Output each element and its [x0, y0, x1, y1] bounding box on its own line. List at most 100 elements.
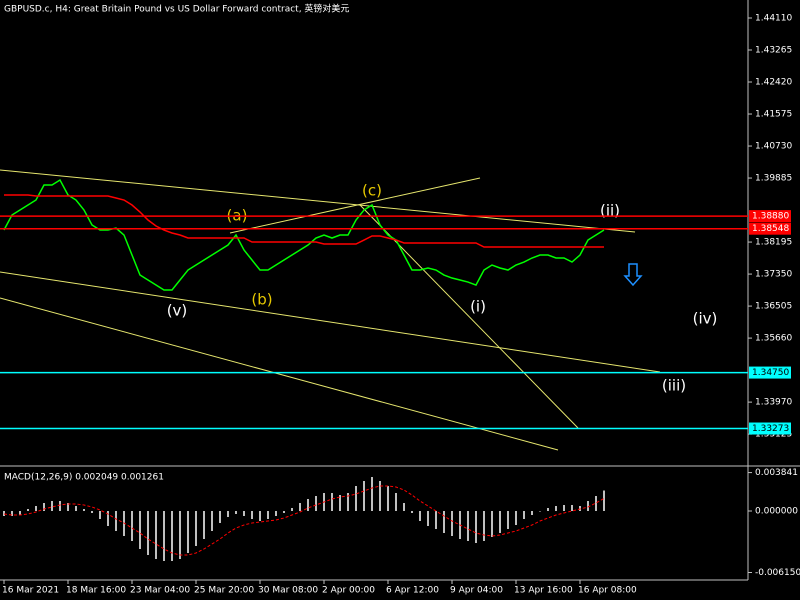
histogram-bar [27, 509, 29, 511]
histogram-bar [243, 511, 245, 516]
histogram-bar [259, 511, 261, 521]
histogram-bar [467, 511, 469, 541]
y-tick-label: 1.44110 [755, 13, 792, 23]
histogram-bar [3, 511, 5, 516]
histogram-bar [395, 493, 397, 511]
histogram-bar [291, 508, 293, 511]
histogram-bar [339, 495, 341, 511]
histogram-bar [67, 503, 69, 511]
histogram-bar [547, 508, 549, 511]
y-tick-label: 1.43265 [755, 46, 792, 56]
x-tick-label: 16 Apr 08:00 [578, 586, 637, 596]
y-tick-label: 1.38195 [755, 238, 792, 248]
moving-average [4, 194, 604, 248]
level-label-box [749, 222, 791, 235]
histogram-bar [363, 481, 365, 511]
x-tick-label: 9 Apr 04:00 [450, 586, 503, 596]
histogram-bar [315, 496, 317, 511]
histogram-bar [355, 486, 357, 511]
histogram-bar [251, 511, 253, 519]
histogram-bar [91, 511, 93, 513]
histogram-bar [99, 511, 101, 519]
price-line [3, 178, 605, 291]
level-label-box [749, 210, 791, 223]
y-tick-label: 1.33970 [755, 398, 792, 408]
histogram-bar [35, 506, 37, 511]
histogram-bar [571, 505, 573, 511]
histogram-bar [155, 511, 157, 559]
trend-line [0, 169, 636, 233]
histogram-bar [491, 511, 493, 537]
histogram-bar [219, 511, 221, 523]
histogram-bar [171, 511, 173, 561]
histogram-bar [147, 511, 149, 555]
down-arrow [623, 263, 643, 287]
y-tick-label: 1.37350 [755, 270, 792, 280]
y-tick-label: 0.000000 [755, 507, 798, 517]
histogram-bar [163, 511, 165, 561]
y-tick-label: 1.35660 [755, 334, 792, 344]
indicator-title: MACD(12,26,9) 0.002049 0.001261 [4, 473, 164, 483]
histogram-bar [283, 511, 285, 513]
signal-line [3, 485, 605, 556]
histogram-bar [275, 511, 277, 516]
x-tick-label: 16 Mar 2021 [2, 586, 59, 596]
x-tick-label: 2 Apr 00:00 [322, 586, 375, 596]
histogram-bar [235, 511, 237, 514]
histogram-bar [435, 511, 437, 529]
trend-line [0, 271, 661, 373]
chart-title: GBPUSD.c, H4: Great Britain Pound vs US … [4, 3, 349, 15]
histogram-bar [555, 506, 557, 511]
histogram-bar [211, 511, 213, 531]
wave-label: (c) [362, 182, 382, 200]
histogram-bar [403, 503, 405, 511]
histogram-bar [523, 511, 525, 519]
x-tick-label: 23 Mar 04:00 [130, 586, 190, 596]
histogram-bar [11, 511, 13, 516]
series-layer [3, 178, 605, 561]
histogram-bar [451, 511, 453, 536]
histogram-bar [139, 511, 141, 549]
x-tick-label: 30 Mar 08:00 [258, 586, 318, 596]
histogram-bar [603, 490, 605, 511]
histogram-bar [299, 503, 301, 511]
y-tick-label: 0.003841 [755, 468, 798, 478]
wave-label: (iii) [662, 377, 686, 395]
trend-line [229, 177, 481, 234]
wave-label: (i) [470, 298, 486, 316]
histogram-bar [347, 493, 349, 511]
y-tick-label: 1.36505 [755, 302, 792, 312]
histogram-bar [107, 511, 109, 526]
histogram-bar [19, 511, 21, 515]
x-tick-label: 6 Apr 12:00 [386, 586, 439, 596]
histogram-bar [331, 493, 333, 511]
histogram-bar [83, 509, 85, 511]
level-label-box [749, 366, 791, 379]
histogram-bar [267, 511, 269, 519]
wave-label: (ii) [600, 202, 620, 220]
level-label: 1.38548 [752, 224, 789, 234]
histogram-bar [563, 505, 565, 511]
level-label: 1.38880 [752, 212, 789, 222]
y-tick-label: -0.006150 [755, 568, 800, 578]
x-tick-label: 18 Mar 16:00 [66, 586, 126, 596]
histogram-bar [195, 511, 197, 546]
histogram-bar [443, 511, 445, 533]
level-label: 1.33273 [752, 424, 789, 434]
x-tick-label: 25 Mar 20:00 [194, 586, 254, 596]
wave-label: (iv) [693, 310, 718, 328]
histogram-bar [595, 496, 597, 511]
histogram-bar [227, 511, 229, 517]
histogram-bar [507, 511, 509, 529]
histogram-bar [179, 511, 181, 559]
wave-label: (b) [251, 291, 272, 309]
histogram-bar [419, 511, 421, 521]
histogram-bar [379, 481, 381, 511]
level-label: 1.34750 [752, 368, 789, 378]
histogram-bar [411, 511, 413, 513]
histogram-bar [43, 503, 45, 511]
histogram-bar [115, 511, 117, 531]
histogram-bar [531, 511, 533, 515]
